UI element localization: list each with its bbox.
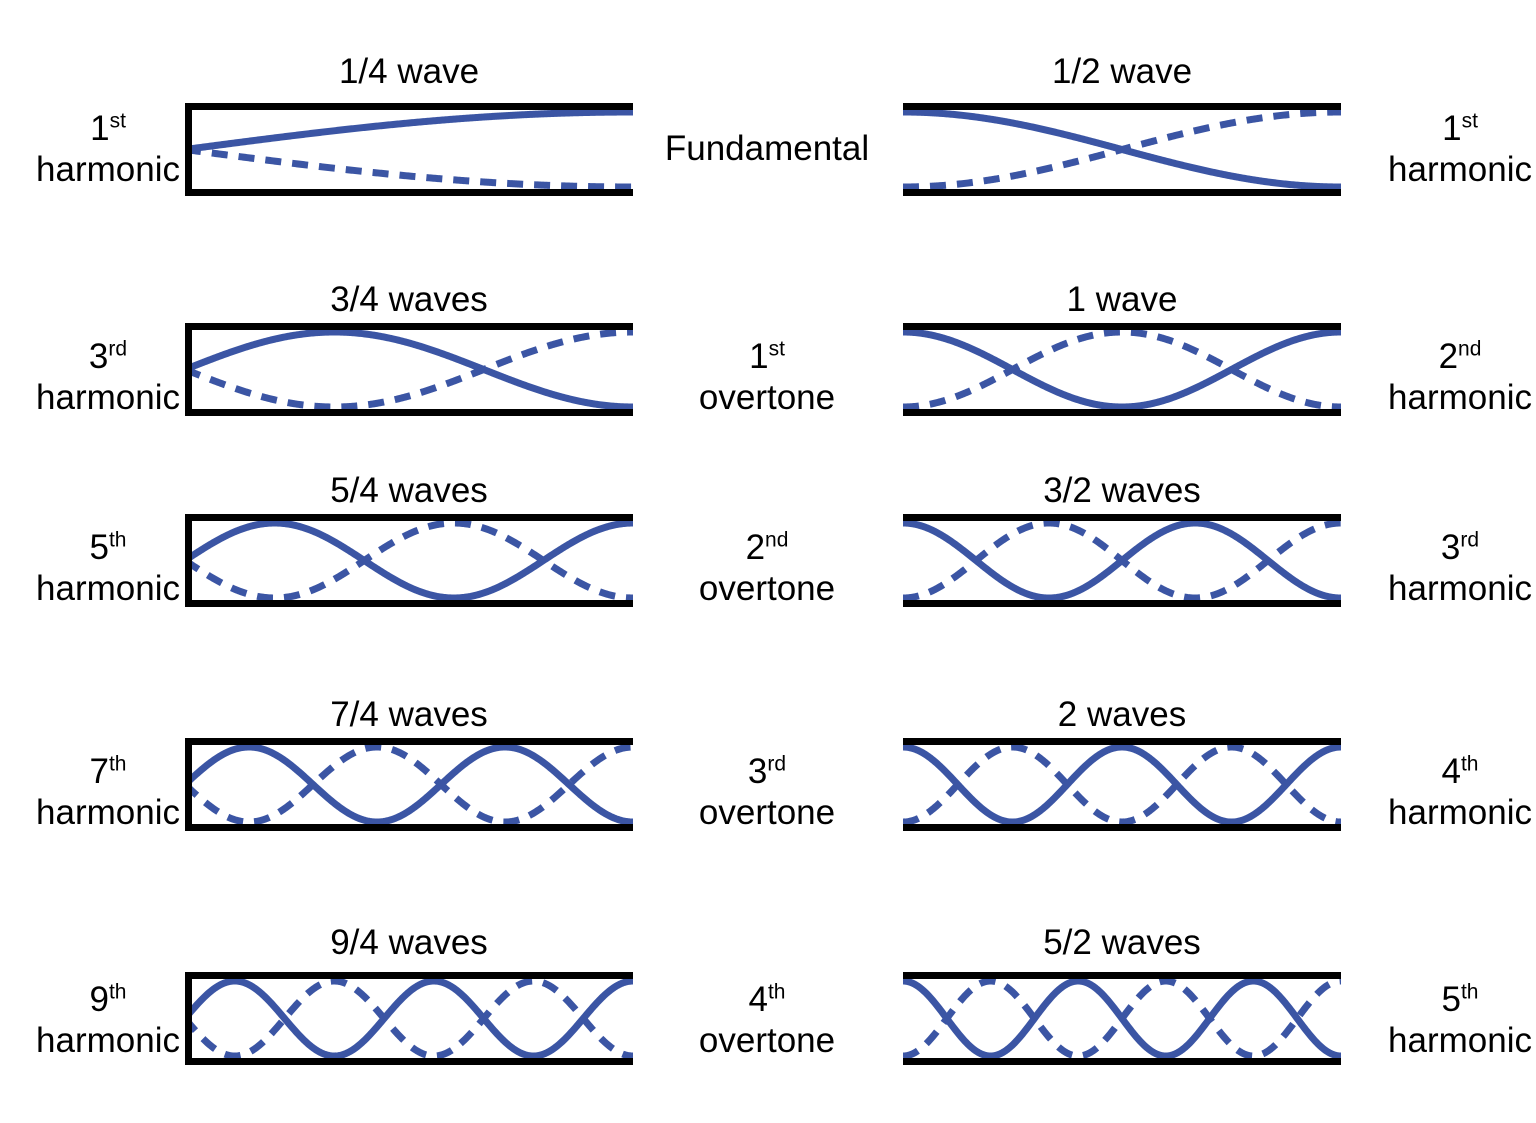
left-harmonic-ordinal: 7th [89, 752, 127, 791]
pipe-title-right: 1 wave [1066, 280, 1178, 319]
left-harmonic-label: 9th harmonic [8, 979, 208, 1062]
right-harmonic-ordinal: 3rd [1440, 528, 1480, 567]
right-harmonic-label: 5th harmonic [1355, 979, 1536, 1062]
wave-solid-curve [903, 108, 1341, 191]
closed-pipe-diagram [185, 103, 633, 196]
wave-solid-curve [185, 743, 633, 826]
right-harmonic-label: 4th harmonic [1355, 751, 1536, 834]
middle-overtone-label: Fundamental [627, 128, 907, 169]
closed-pipe-diagram [185, 972, 633, 1065]
wave-solid-curve [903, 977, 1341, 1060]
closed-pipe-diagram [185, 514, 633, 607]
open-pipe-diagram [903, 514, 1341, 607]
pipe-title-right: 2 waves [1057, 695, 1187, 734]
wave-solid-curve [185, 519, 633, 602]
right-harmonic-label: 2nd harmonic [1355, 336, 1536, 419]
wave-dashed-curve [185, 519, 633, 602]
pipe-title-left: 9/4 waves [330, 923, 488, 962]
right-harmonic-ordinal: 5th [1441, 980, 1479, 1019]
wave-dashed-curve [903, 743, 1341, 826]
left-harmonic-label: 3rd harmonic [8, 336, 208, 419]
right-harmonic-word: harmonic [1388, 150, 1532, 190]
right-harmonic-label: 1st harmonic [1355, 108, 1536, 191]
harmonic-row: 9/4 waves 9th harmonic 4th overtone 5/2 … [0, 857, 1536, 1087]
pipe-title-left: 1/4 wave [338, 52, 480, 91]
middle-overtone-word: overtone [698, 378, 836, 418]
middle-overtone-word: overtone [698, 793, 836, 833]
closed-pipe-diagram [185, 738, 633, 831]
middle-overtone-word: overtone [698, 569, 836, 609]
middle-overtone-label: 3rd overtone [627, 751, 907, 834]
right-harmonic-ordinal: 2nd [1438, 337, 1482, 376]
left-harmonic-word: harmonic [36, 793, 180, 833]
wave-dashed-curve [185, 743, 633, 826]
harmonic-row: 5/4 waves 5th harmonic 2nd overtone 3/2 … [0, 422, 1536, 637]
wave-solid-curve [185, 328, 633, 411]
pipe-title-left: 5/4 waves [330, 471, 488, 510]
closed-pipe-diagram [185, 323, 633, 416]
harmonic-row: 7/4 waves 7th harmonic 3rd overtone 2 wa… [0, 637, 1536, 857]
open-pipe-diagram [903, 972, 1341, 1065]
wave-solid-curve [903, 328, 1341, 411]
right-harmonic-word: harmonic [1388, 1021, 1532, 1061]
right-harmonic-word: harmonic [1388, 378, 1532, 418]
wave-solid-curve [903, 519, 1341, 602]
middle-overtone-word: overtone [698, 1021, 836, 1061]
left-harmonic-label: 7th harmonic [8, 751, 208, 834]
left-harmonic-ordinal: 3rd [88, 337, 128, 376]
open-pipe-diagram [903, 323, 1341, 416]
wave-dashed-curve [185, 328, 633, 411]
wave-dashed-curve [185, 977, 633, 1060]
middle-overtone-ordinal: 2nd [745, 528, 789, 567]
middle-overtone-label: 2nd overtone [627, 527, 907, 610]
right-harmonic-word: harmonic [1388, 569, 1532, 609]
left-harmonic-word: harmonic [36, 569, 180, 609]
harmonic-row: 1/4 wave 1st harmonic Fundamental 1/2 wa… [0, 0, 1536, 230]
left-harmonic-word: harmonic [36, 1021, 180, 1061]
wave-solid-curve [903, 743, 1341, 826]
middle-overtone-label: 1st overtone [627, 336, 907, 419]
right-harmonic-label: 3rd harmonic [1355, 527, 1536, 610]
harmonic-row: 3/4 waves 3rd harmonic 1st overtone 1 wa… [0, 230, 1536, 445]
left-harmonic-ordinal: 9th [89, 980, 127, 1019]
right-harmonic-word: harmonic [1388, 793, 1532, 833]
middle-overtone-ordinal: 1st [749, 337, 785, 376]
pipe-title-right: 1/2 wave [1051, 52, 1193, 91]
open-pipe-diagram [903, 738, 1341, 831]
wave-dashed-curve [903, 328, 1341, 411]
middle-overtone-ordinal: 4th [748, 980, 786, 1019]
middle-overtone-ordinal: Fundamental [664, 129, 870, 168]
wave-dashed-curve [185, 146, 633, 191]
left-harmonic-label: 5th harmonic [8, 527, 208, 610]
wave-solid-curve [185, 108, 633, 153]
pipe-title-right: 3/2 waves [1043, 471, 1201, 510]
pipe-title-right: 5/2 waves [1043, 923, 1201, 962]
pipe-title-left: 3/4 waves [330, 280, 488, 319]
right-harmonic-ordinal: 4th [1441, 752, 1479, 791]
left-harmonic-ordinal: 5th [89, 528, 127, 567]
open-pipe-diagram [903, 103, 1341, 196]
left-harmonic-label: 1st harmonic [8, 108, 208, 191]
left-harmonic-word: harmonic [36, 378, 180, 418]
pipe-title-left: 7/4 waves [330, 695, 488, 734]
middle-overtone-ordinal: 3rd [747, 752, 787, 791]
left-harmonic-ordinal: 1st [90, 109, 126, 148]
wave-solid-curve [185, 977, 633, 1060]
right-harmonic-ordinal: 1st [1442, 109, 1478, 148]
middle-overtone-label: 4th overtone [627, 979, 907, 1062]
left-harmonic-word: harmonic [36, 150, 180, 190]
